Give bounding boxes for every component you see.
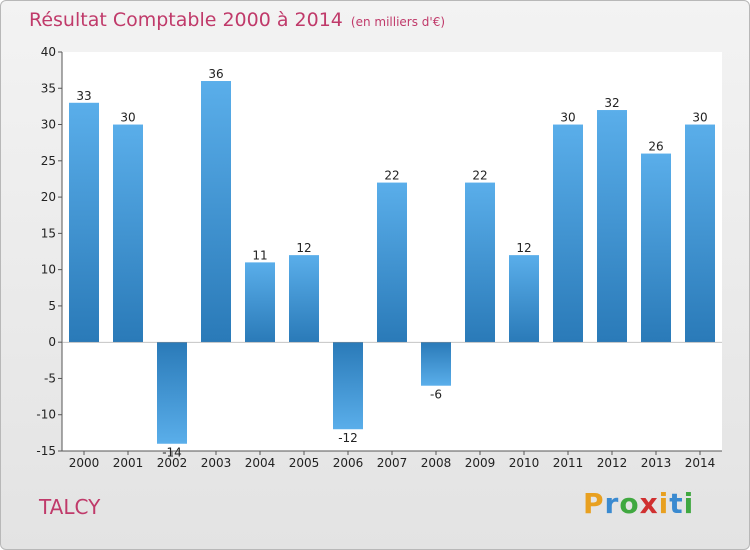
y-tick-label: 0 (48, 335, 56, 349)
bar-2003 (201, 81, 231, 343)
x-tick-label-2003: 2003 (201, 456, 232, 470)
value-label-2004: 11 (252, 248, 267, 262)
bar-2012 (597, 110, 627, 343)
bar-2005 (289, 255, 319, 343)
proxiti-logo: Proxiti (583, 487, 695, 520)
y-tick-label: 5 (48, 299, 56, 313)
value-label-2007: 22 (384, 169, 399, 183)
value-label-2014: 30 (692, 111, 707, 125)
y-tick-label: 15 (41, 226, 56, 240)
value-label-2005: 12 (296, 241, 311, 255)
bar-2010 (509, 255, 539, 343)
bar-2002 (157, 342, 187, 444)
y-tick-label: -10 (36, 408, 56, 422)
chart-subtitle: (en milliers d'€) (350, 15, 446, 29)
bar-2009 (465, 182, 495, 343)
x-tick-label-2006: 2006 (333, 456, 364, 470)
value-label-2003: 36 (208, 67, 223, 81)
x-tick-label-2004: 2004 (245, 456, 276, 470)
y-tick-label: -5 (44, 371, 56, 385)
x-tick-label-2008: 2008 (421, 456, 452, 470)
x-tick-label-2010: 2010 (509, 456, 540, 470)
bar-2001 (113, 124, 143, 343)
x-tick-label-2001: 2001 (113, 456, 144, 470)
value-label-2012: 32 (604, 96, 619, 110)
value-label-2001: 30 (120, 111, 135, 125)
chart-title: Résultat Comptable 2000 à 2014 (en millie… (29, 9, 445, 31)
commune-name: TALCY (39, 495, 101, 519)
x-tick-label-2011: 2011 (553, 456, 584, 470)
value-label-2006: -12 (338, 431, 358, 445)
x-tick-label-2009: 2009 (465, 456, 496, 470)
y-tick-label: 25 (41, 154, 56, 168)
bar-2008 (421, 342, 451, 386)
y-tick-label: 30 (41, 118, 56, 132)
value-label-2010: 12 (516, 241, 531, 255)
bar-2014 (685, 124, 715, 343)
value-label-2008: -6 (430, 388, 442, 402)
bar-2007 (377, 182, 407, 343)
y-tick-label: 40 (41, 45, 56, 59)
value-label-2011: 30 (560, 111, 575, 125)
value-label-2013: 26 (648, 140, 663, 154)
y-tick-label: -15 (36, 444, 56, 458)
x-tick-label-2012: 2012 (597, 456, 628, 470)
y-tick-label: 35 (41, 81, 56, 95)
x-tick-label-2002: 2002 (157, 456, 188, 470)
x-tick-label-2007: 2007 (377, 456, 408, 470)
title-text: Résultat Comptable 2000 à 2014 (29, 9, 343, 31)
bar-2004 (245, 262, 275, 343)
bar-2011 (553, 124, 583, 343)
bar-2013 (641, 153, 671, 343)
value-label-2000: 33 (76, 89, 91, 103)
y-tick-label: 20 (41, 190, 56, 204)
y-tick-label: 10 (41, 263, 56, 277)
bar-2006 (333, 342, 363, 430)
x-tick-label-2000: 2000 (69, 456, 100, 470)
value-label-2009: 22 (472, 169, 487, 183)
x-tick-label-2005: 2005 (289, 456, 320, 470)
x-tick-label-2014: 2014 (685, 456, 716, 470)
x-tick-label-2013: 2013 (641, 456, 672, 470)
bar-2000 (69, 102, 99, 343)
